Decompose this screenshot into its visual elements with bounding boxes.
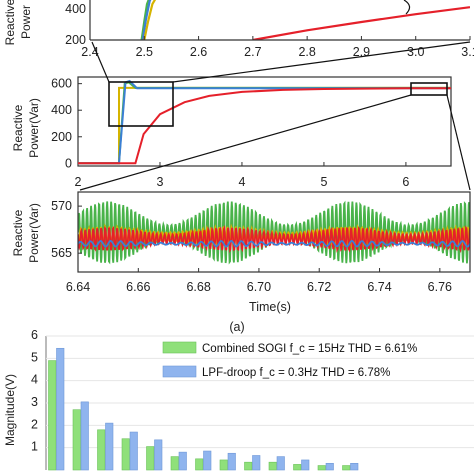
panel-overview-ytick: 600	[51, 77, 72, 91]
panel-zoom-bottom-xtick: 6.76	[428, 280, 452, 294]
panel-zoom-top-xtick: 2.7	[244, 45, 261, 59]
panel-overview-ylabel: Power(Var)	[27, 98, 41, 158]
panel-zoom-bottom: Reactive Power(Var) 565 570 6.64 6.66 6.68 6.70…	[11, 191, 471, 314]
panel-zoom-top-ytick: 400	[65, 2, 86, 16]
panel-overview: Reactive Power(Var) 0 200 400 600 2 3 4 5 6	[11, 41, 471, 191]
panel-zoom-bottom-xtick: 6.64	[66, 280, 90, 294]
panel-harmonics-bar	[97, 429, 106, 471]
panel-zoom-top-series	[140, 0, 470, 40]
panel-harmonics-bar	[301, 459, 310, 471]
panel-zoom-top-ytick: 200	[65, 33, 86, 47]
panel-overview-zoom-box-right	[410, 82, 448, 96]
panel-harmonics-legend-swatch	[162, 341, 197, 354]
panel-zoom-bottom-ylabel: Power(Var)	[27, 203, 41, 263]
panel-harmonics-legend-label: LPF-droop f_c = 0.3Hz THD = 6.78%	[202, 367, 390, 379]
panel-zoom-top-xtick: 2.8	[298, 45, 315, 59]
panel-overview-zoom-box-left	[108, 81, 174, 127]
panel-harmonics-ytick: 4	[31, 373, 38, 387]
panel-harmonics-bar	[105, 422, 114, 471]
panel-zoom-top-xtick: 3.0	[407, 45, 424, 59]
panel-harmonics-bar	[227, 452, 236, 471]
panel-harmonics-bar	[252, 455, 261, 471]
panel-harmonics-ytick: 5	[31, 350, 38, 364]
panel-harmonics-bar	[276, 456, 285, 471]
panel-zoom-bottom-xtick: 6.68	[186, 280, 210, 294]
panel-harmonics-bar	[154, 439, 163, 471]
panel-harmonics-bar	[350, 462, 359, 471]
panel-harmonics-bar	[80, 401, 89, 471]
panel-zoom-bottom-series-line	[78, 240, 470, 248]
panel-harmonics-bar	[129, 431, 138, 471]
panel-zoom-top-annotation	[403, 0, 411, 15]
panel-zoom-top-series-line	[141, 0, 152, 40]
panel-zoom-bottom-frame	[77, 191, 471, 273]
panel-harmonics-ylabel: Magnitude(V)	[3, 374, 17, 446]
panel-harmonics-legend-label: Combined SOGI f_c = 15Hz THD = 6.61%	[202, 343, 417, 355]
panel-overview-xtick: 4	[238, 175, 245, 189]
panel-overview-xtick: 3	[157, 175, 164, 189]
panel-harmonics-bar	[121, 438, 130, 471]
panel-overview-ytick: 0	[65, 156, 72, 170]
panel-zoom-bottom-xtick: 6.74	[367, 280, 391, 294]
panel-zoom-bottom-ytick: 565	[51, 246, 72, 260]
panel-harmonics-bar	[195, 458, 204, 471]
panel-overview-xtick: 6	[402, 175, 409, 189]
panel-overview-xtick: 5	[320, 175, 327, 189]
panel-zoom-top-series-line	[140, 0, 150, 40]
panel-zoom-top-ylabel: Power	[19, 5, 33, 39]
panel-harmonics-bar	[317, 465, 326, 471]
panel-overview-connector-left	[91, 41, 110, 83]
panel-overview-series-line	[78, 79, 451, 165]
panel-harmonics: Magnitude(V) 1 2 3 4 5 6 Combined SOGI f_c = 15…	[3, 328, 474, 471]
panel-zoom-bottom-xlabel: Time(s)	[249, 300, 291, 314]
panel-overview-series-line	[78, 81, 451, 165]
panel-harmonics-bar	[170, 456, 179, 471]
panel-zoom-top-xtick: 2.5	[136, 45, 153, 59]
panel-overview-ytick: 200	[51, 130, 72, 144]
panel-zoom-bottom-series	[78, 200, 470, 265]
panel-zoom-bottom-xtick: 6.72	[307, 280, 331, 294]
panel-harmonics-legend-swatch	[162, 365, 197, 378]
panel-harmonics-bar	[219, 459, 228, 471]
panel-zoom-bottom-xtick: 6.66	[126, 280, 150, 294]
panel-zoom-top-xtick: 2.6	[190, 45, 207, 59]
panel-harmonics-ytick: 3	[31, 395, 38, 409]
panel-zoom-top-ylabel: Reactive	[3, 0, 17, 45]
panel-zoom-bottom-ytick: 570	[51, 199, 72, 213]
panel-overview-connector-right	[172, 41, 471, 83]
panel-harmonics-bar	[293, 464, 302, 471]
panel-harmonics-ytick: 2	[31, 417, 38, 431]
panel-overview-series-line	[78, 87, 452, 165]
panel-overview-ytick: 400	[51, 103, 72, 117]
panel-overview-connector-bottom-right	[446, 94, 471, 191]
panel-harmonics-bar	[342, 465, 351, 471]
panel-overview-xtick: 2	[75, 175, 82, 189]
panel-harmonics-bar	[146, 446, 155, 471]
panel-zoom-top-xtick: 3.1	[461, 45, 474, 59]
panel-harmonics-bar	[203, 450, 212, 471]
panel-overview-ylabel: Reactive	[11, 104, 25, 151]
panel-harmonics-bar	[325, 462, 334, 471]
panel-harmonics-bar	[244, 461, 253, 471]
panel-harmonics-bar	[268, 461, 277, 471]
panel-harmonics-bar	[48, 360, 57, 471]
panel-overview-frame	[77, 76, 452, 167]
panel-zoom-top-series-line	[252, 6, 470, 40]
panel-harmonics-bar	[72, 409, 81, 471]
panel-zoom-bottom-xtick: 6.70	[247, 280, 271, 294]
panel-zoom-top-series-line	[143, 0, 157, 40]
panel-zoom-bottom-ylabel: Reactive	[11, 209, 25, 256]
panel-harmonics-ytick: 1	[31, 440, 38, 454]
figure-caption: (a)	[229, 320, 244, 334]
panel-harmonics-bar	[56, 347, 65, 471]
panel-harmonics-ytick: 6	[31, 328, 38, 342]
panel-harmonics-bar	[178, 451, 187, 471]
panel-overview-connector-bottom-left	[79, 94, 412, 191]
